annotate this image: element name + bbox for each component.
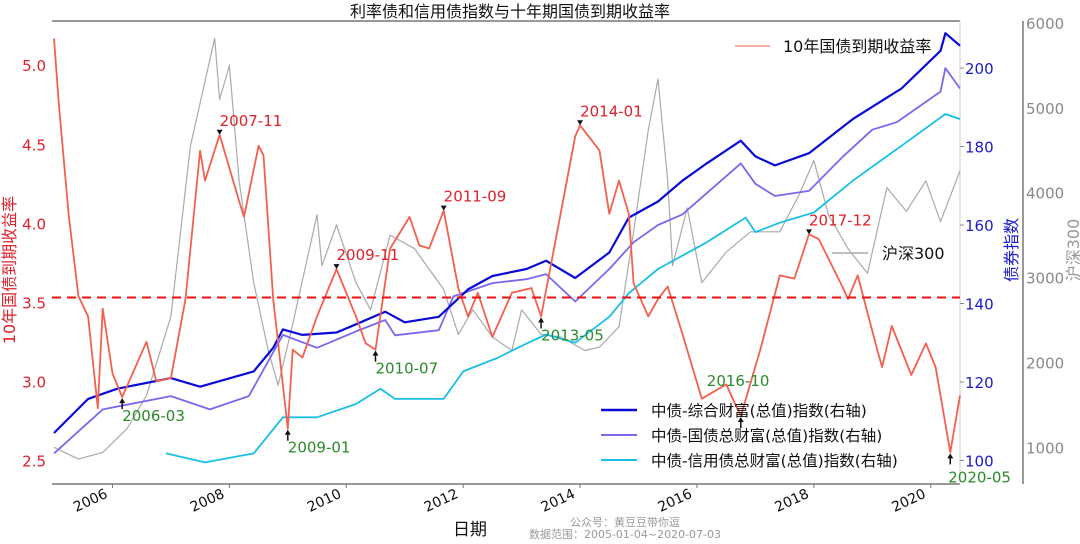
peak-marker-icon	[806, 229, 812, 234]
right2-tick-label: 5000	[1026, 100, 1064, 118]
peak-marker-icon	[334, 264, 340, 269]
chart-title: 利率债和信用债指数与十年期国债到期收益率	[350, 2, 670, 21]
peak-label: 2011-09	[444, 188, 507, 206]
legend-top-right: 10年国债到期收益率	[735, 37, 931, 56]
left-tick-label: 3.5	[22, 294, 46, 312]
legend-label-hs300: 沪深300	[882, 244, 945, 263]
trough-arrowhead-icon	[285, 430, 291, 435]
right2-axis-ticks: 1000 2000 3000 4000 5000 6000	[1026, 15, 1064, 457]
legend-bottom-right: 中债-综合财富(总值)指数(右轴) 中债-国债总财富(总值)指数(右轴) 中债-…	[601, 402, 898, 470]
legend-hs300: 沪深300	[832, 244, 945, 263]
series-line-composite	[54, 33, 960, 433]
x-axis-label: 日期	[453, 520, 487, 540]
trough-label: 2013-05	[541, 326, 604, 344]
x-tick-label: 2008	[188, 486, 227, 516]
trough-label: 2020-05	[948, 468, 1011, 486]
right-tick-label: 120	[965, 374, 994, 392]
trough-label: 2009-01	[288, 439, 351, 457]
right2-tick-label: 3000	[1026, 270, 1064, 288]
trough-label: 2016-10	[707, 372, 770, 390]
peak-marker-icon	[217, 130, 223, 135]
trough-arrowhead-icon	[119, 398, 125, 403]
right-tick-label: 180	[965, 139, 994, 157]
legend-label-yield: 10年国债到期收益率	[783, 37, 931, 56]
left-tick-label: 5.0	[22, 57, 46, 75]
peak-label: 2007-11	[220, 112, 283, 130]
left-axis-label: 10年国债到期收益率	[0, 196, 19, 344]
right-axis-label: 债券指数	[1002, 218, 1021, 282]
series-line-yield	[54, 38, 960, 452]
right-tick-label: 160	[965, 217, 994, 235]
right2-axis-label: 沪深300	[1064, 219, 1080, 282]
source-account: 公众号：黄豆豆带你逗	[570, 515, 680, 529]
right-tick-label: 200	[965, 60, 994, 78]
x-tick-label: 2012	[422, 486, 461, 516]
x-axis-ticks: 2006 2008 2010 2012 2014 2016 2018 2020	[71, 484, 931, 516]
x-tick-label: 2020	[889, 486, 928, 516]
right2-tick-label: 1000	[1026, 439, 1064, 457]
right2-tick-label: 6000	[1026, 15, 1064, 33]
trough-arrowhead-icon	[372, 351, 378, 356]
x-tick-label: 2016	[656, 486, 695, 516]
x-tick-label: 2018	[772, 486, 811, 516]
series-layer	[54, 33, 960, 462]
left-tick-label: 4.5	[22, 136, 46, 154]
x-tick-label: 2010	[305, 486, 344, 516]
legend-label-credit: 中债-信用债总财富(总值)指数(右轴)	[651, 452, 898, 470]
left-tick-label: 2.5	[22, 452, 46, 470]
legend-label-gov: 中债-国债总财富(总值)指数(右轴)	[651, 427, 882, 445]
right-tick-label: 140	[965, 296, 994, 314]
x-tick-label: 2014	[539, 486, 578, 516]
peak-label: 2009-11	[337, 246, 400, 264]
left-tick-label: 4.0	[22, 215, 46, 233]
right2-tick-label: 2000	[1026, 354, 1064, 372]
trough-label: 2010-07	[375, 360, 438, 378]
data-range: 数据范围：2005-01-04~2020-07-03	[529, 527, 721, 540]
peak-label: 2017-12	[809, 211, 872, 229]
trough-label: 2006-03	[122, 407, 185, 425]
right2-tick-label: 4000	[1026, 185, 1064, 203]
peak-marker-icon	[577, 120, 583, 125]
peak-label: 2014-01	[580, 102, 643, 120]
trough-arrowhead-icon	[538, 317, 544, 322]
x-tick-label: 2006	[71, 486, 110, 516]
left-tick-label: 3.0	[22, 373, 46, 391]
legend-label-composite: 中债-综合财富(总值)指数(右轴)	[651, 402, 867, 420]
trough-arrowhead-icon	[947, 453, 953, 458]
left-axis-ticks: 2.5 3.0 3.5 4.0 4.5 5.0	[22, 57, 46, 470]
peak-marker-icon	[441, 206, 447, 211]
